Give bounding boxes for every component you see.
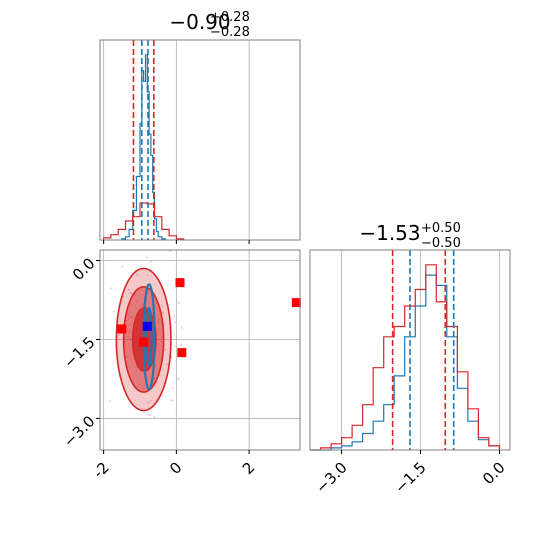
title-param-2-sub: −0.50 (421, 236, 461, 251)
title-param-2-sup: +0.50 (421, 221, 461, 236)
param-2-xtick-label-2: 0.0 (479, 458, 509, 488)
joint-scatter-point (166, 363, 169, 366)
joint-frame (99, 249, 301, 451)
joint-scatter-point (177, 301, 180, 304)
joint-marker-0 (175, 278, 185, 288)
joint-scatter-point (118, 333, 121, 336)
joint-scatter-point (112, 310, 115, 313)
joint-blue-contour-1 (145, 306, 153, 367)
param-1-hist-series-1 (103, 202, 185, 240)
title-param-1-value: −0.90 (169, 10, 230, 34)
joint-scatter-point (120, 265, 123, 268)
joint-marker-4 (139, 337, 149, 347)
joint-xtick-label-1: 0 (166, 458, 185, 477)
joint-ytick-label-2: −3.0 (60, 412, 98, 450)
joint-marker-5 (142, 321, 152, 331)
panel-joint: -2 0 2 0.0 −1.5 −3.0 (60, 249, 301, 482)
joint-scatter-point (173, 315, 176, 318)
joint-marker-3 (177, 348, 187, 358)
title-param-2-value: −1.53 (359, 221, 420, 245)
joint-blue-contour-0 (142, 283, 156, 391)
panel-param-2-marginal: −3.0 −1.5 0.0 (309, 249, 511, 497)
joint-scatter-point (177, 378, 180, 381)
joint-ytick-label-0: 0.0 (69, 254, 99, 284)
joint-scatter-point (164, 348, 167, 351)
title-param-2: −1.53 (359, 221, 420, 245)
joint-scatter-point (146, 274, 149, 277)
joint-scatter-point (149, 260, 152, 263)
joint-marker-2 (117, 324, 127, 334)
joint-marker-1 (291, 298, 301, 308)
joint-scatter-point (149, 399, 152, 402)
param-2-hist-series-1 (310, 264, 501, 451)
joint-scatter-point (175, 338, 178, 341)
title-param-1: −0.90 (169, 10, 230, 34)
joint-scatter-point (174, 321, 177, 324)
joint-scatter-point (129, 292, 132, 295)
param-2-frame (309, 249, 511, 451)
joint-scatter-point (171, 386, 174, 389)
joint-xtick-label-0: -2 (90, 458, 113, 481)
joint-scatter-point (171, 399, 174, 402)
joint-scatter-point (161, 311, 164, 314)
joint-scatter-point (109, 400, 112, 403)
joint-scatter-point (145, 256, 148, 259)
joint-scatter-point (136, 273, 139, 276)
joint-xtick-label-2: 2 (239, 458, 258, 477)
joint-scatter-point (180, 326, 183, 329)
joint-scatter-point (153, 416, 156, 419)
title-param-1-sup: +0.28 (210, 10, 250, 25)
param-1-hist-series-0 (121, 54, 167, 240)
title-param-1-sub: −0.28 (210, 25, 250, 40)
joint-scatter-point (148, 414, 151, 417)
param-2-xtick-label-1: −1.5 (391, 458, 429, 496)
param-1-frame (99, 39, 301, 241)
joint-scatter-point (161, 304, 164, 307)
joint-ytick-label-1: −1.5 (60, 333, 98, 371)
joint-scatter-point (147, 401, 150, 404)
joint-scatter-point (127, 288, 130, 291)
joint-scatter-point (110, 287, 113, 290)
panel-param-1-marginal (99, 39, 301, 244)
joint-scatter-point (130, 292, 133, 295)
joint-scatter-point (175, 345, 178, 348)
param-2-xtick-label-0: −3.0 (312, 458, 350, 496)
param-2-hist-series-0 (310, 274, 501, 451)
joint-scatter-point (180, 343, 183, 346)
